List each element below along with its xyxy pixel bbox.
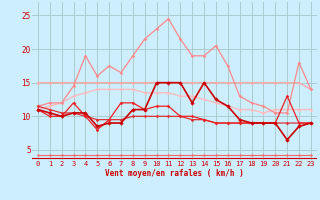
X-axis label: Vent moyen/en rafales ( km/h ): Vent moyen/en rafales ( km/h ): [105, 169, 244, 178]
